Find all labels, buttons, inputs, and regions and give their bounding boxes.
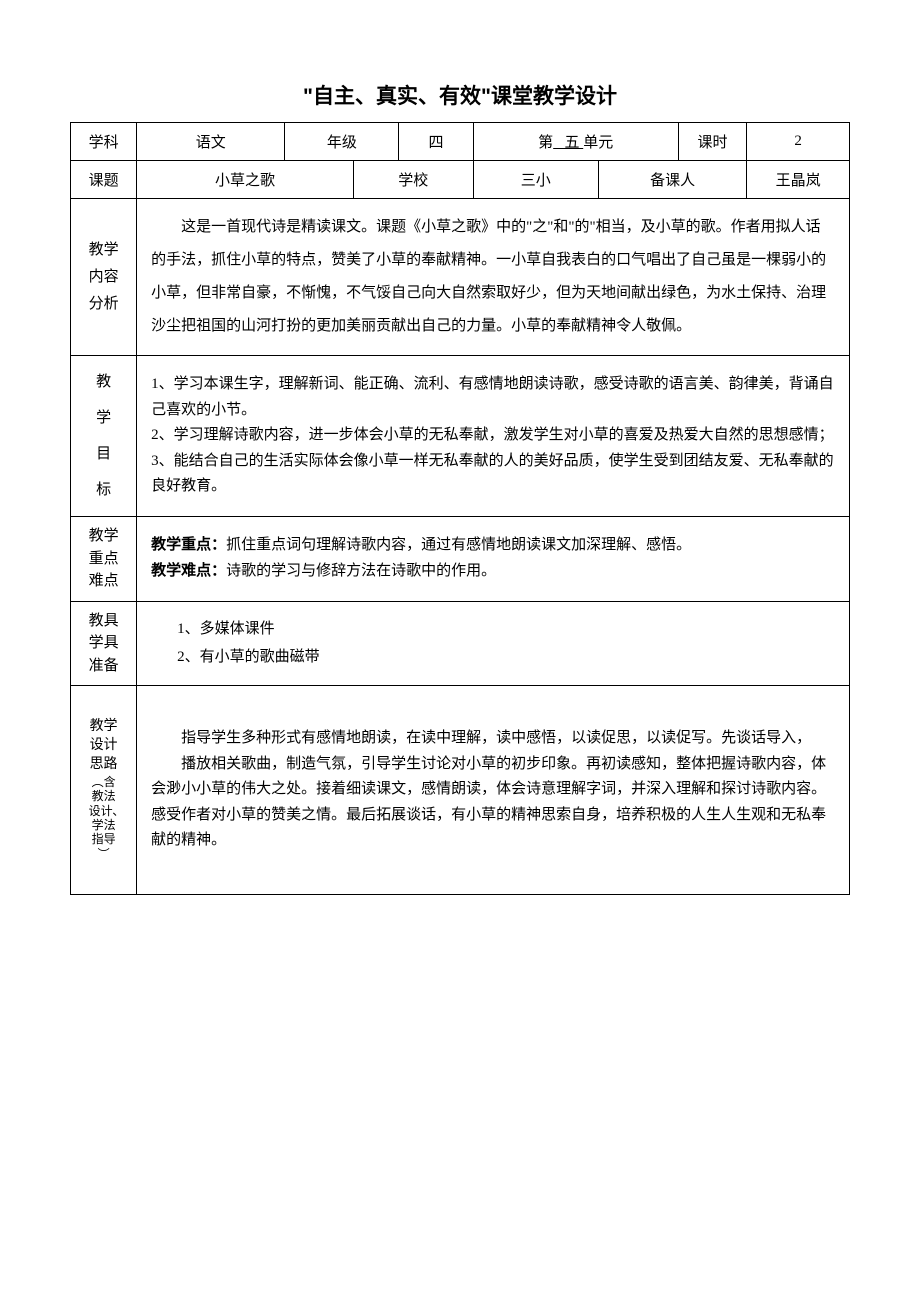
- grade-label: 年级: [285, 123, 399, 161]
- keypoints-row: 教学重点难点 教学重点：抓住重点词句理解诗歌内容，通过有感情地朗读课文加深理解、…: [71, 517, 850, 602]
- unit-value: 五: [553, 131, 583, 152]
- analysis-content: 这是一首现代诗是精读课文。课题《小草之歌》中的"之"和"的"相当，及小草的歌。作…: [137, 199, 850, 356]
- preparer-label: 备课人: [599, 161, 747, 199]
- design-p1: 指导学生多种形式有感情地朗读，在读中理解，读中感悟，以读促思，以读促写。先谈话导…: [151, 726, 835, 752]
- prep-label: 教具学具准备: [71, 601, 137, 686]
- keypoints-label: 教学重点难点: [71, 517, 137, 602]
- analysis-row: 教学内容分析 这是一首现代诗是精读课文。课题《小草之歌》中的"之"和"的"相当，…: [71, 199, 850, 356]
- unit-prefix: 第: [538, 135, 553, 151]
- keypoints-content: 教学重点：抓住重点词句理解诗歌内容，通过有感情地朗读课文加深理解、感悟。 教学难…: [137, 517, 850, 602]
- period-value: 2: [747, 123, 850, 161]
- page-title: "自主、真实、有效"课堂教学设计: [70, 80, 850, 110]
- header-row-2: 课题 小草之歌 学校 三小 备课人 王晶岚: [71, 161, 850, 199]
- topic-label: 课题: [71, 161, 137, 199]
- objective-3: 3、能结合自己的生活实际体会像小草一样无私奉献的人的美好品质，使学生受到团结友爱…: [151, 449, 835, 500]
- analysis-label: 教学内容分析: [71, 199, 137, 356]
- school-label: 学校: [353, 161, 473, 199]
- grade-value: 四: [399, 123, 473, 161]
- unit-suffix: 单元: [583, 135, 613, 151]
- subject-value: 语文: [137, 123, 285, 161]
- design-row: 教学设计思路 ︵含 教法 设计､ 学法 指导 ︶ 指导学生多种形式有感情地朗读，…: [71, 686, 850, 895]
- design-content: 指导学生多种形式有感情地朗读，在读中理解，读中感悟，以读促思，以读促写。先谈话导…: [137, 686, 850, 895]
- prep-content: 1、多媒体课件 2、有小草的歌曲磁带: [137, 601, 850, 686]
- preparer-value: 王晶岚: [747, 161, 850, 199]
- topic-value: 小草之歌: [137, 161, 354, 199]
- objective-2: 2、学习理解诗歌内容，进一步体会小草的无私奉献，激发学生对小草的喜爱及热爱大自然…: [151, 423, 835, 449]
- objective-1: 1、学习本课生字，理解新词、能正确、流利、有感情地朗读诗歌，感受诗歌的语言美、韵…: [151, 372, 835, 423]
- header-row-1: 学科 语文 年级 四 第 五 单元 课时 2: [71, 123, 850, 161]
- subject-label: 学科: [71, 123, 137, 161]
- prep-1: 1、多媒体课件: [177, 615, 809, 644]
- prep-2: 2、有小草的歌曲磁带: [177, 643, 809, 672]
- objectives-row: 教学目标 1、学习本课生字，理解新词、能正确、流利、有感情地朗读诗歌，感受诗歌的…: [71, 356, 850, 517]
- unit-cell: 第 五 单元: [473, 123, 678, 161]
- design-label: 教学设计思路 ︵含 教法 设计､ 学法 指导 ︶: [71, 686, 137, 895]
- difficulty-line: 教学难点：诗歌的学习与修辞方法在诗歌中的作用。: [151, 559, 835, 585]
- design-p2: 播放相关歌曲，制造气氛，引导学生讨论对小草的初步印象。再初读感知，整体把握诗歌内…: [151, 752, 835, 854]
- keypoint-line: 教学重点：抓住重点词句理解诗歌内容，通过有感情地朗读课文加深理解、感悟。: [151, 533, 835, 559]
- prep-row: 教具学具准备 1、多媒体课件 2、有小草的歌曲磁带: [71, 601, 850, 686]
- period-label: 课时: [678, 123, 746, 161]
- lesson-plan-table: 学科 语文 年级 四 第 五 单元 课时 2 课题 小草之歌 学校 三小 备课人…: [70, 122, 850, 895]
- objectives-label: 教学目标: [71, 356, 137, 517]
- school-value: 三小: [473, 161, 598, 199]
- objectives-content: 1、学习本课生字，理解新词、能正确、流利、有感情地朗读诗歌，感受诗歌的语言美、韵…: [137, 356, 850, 517]
